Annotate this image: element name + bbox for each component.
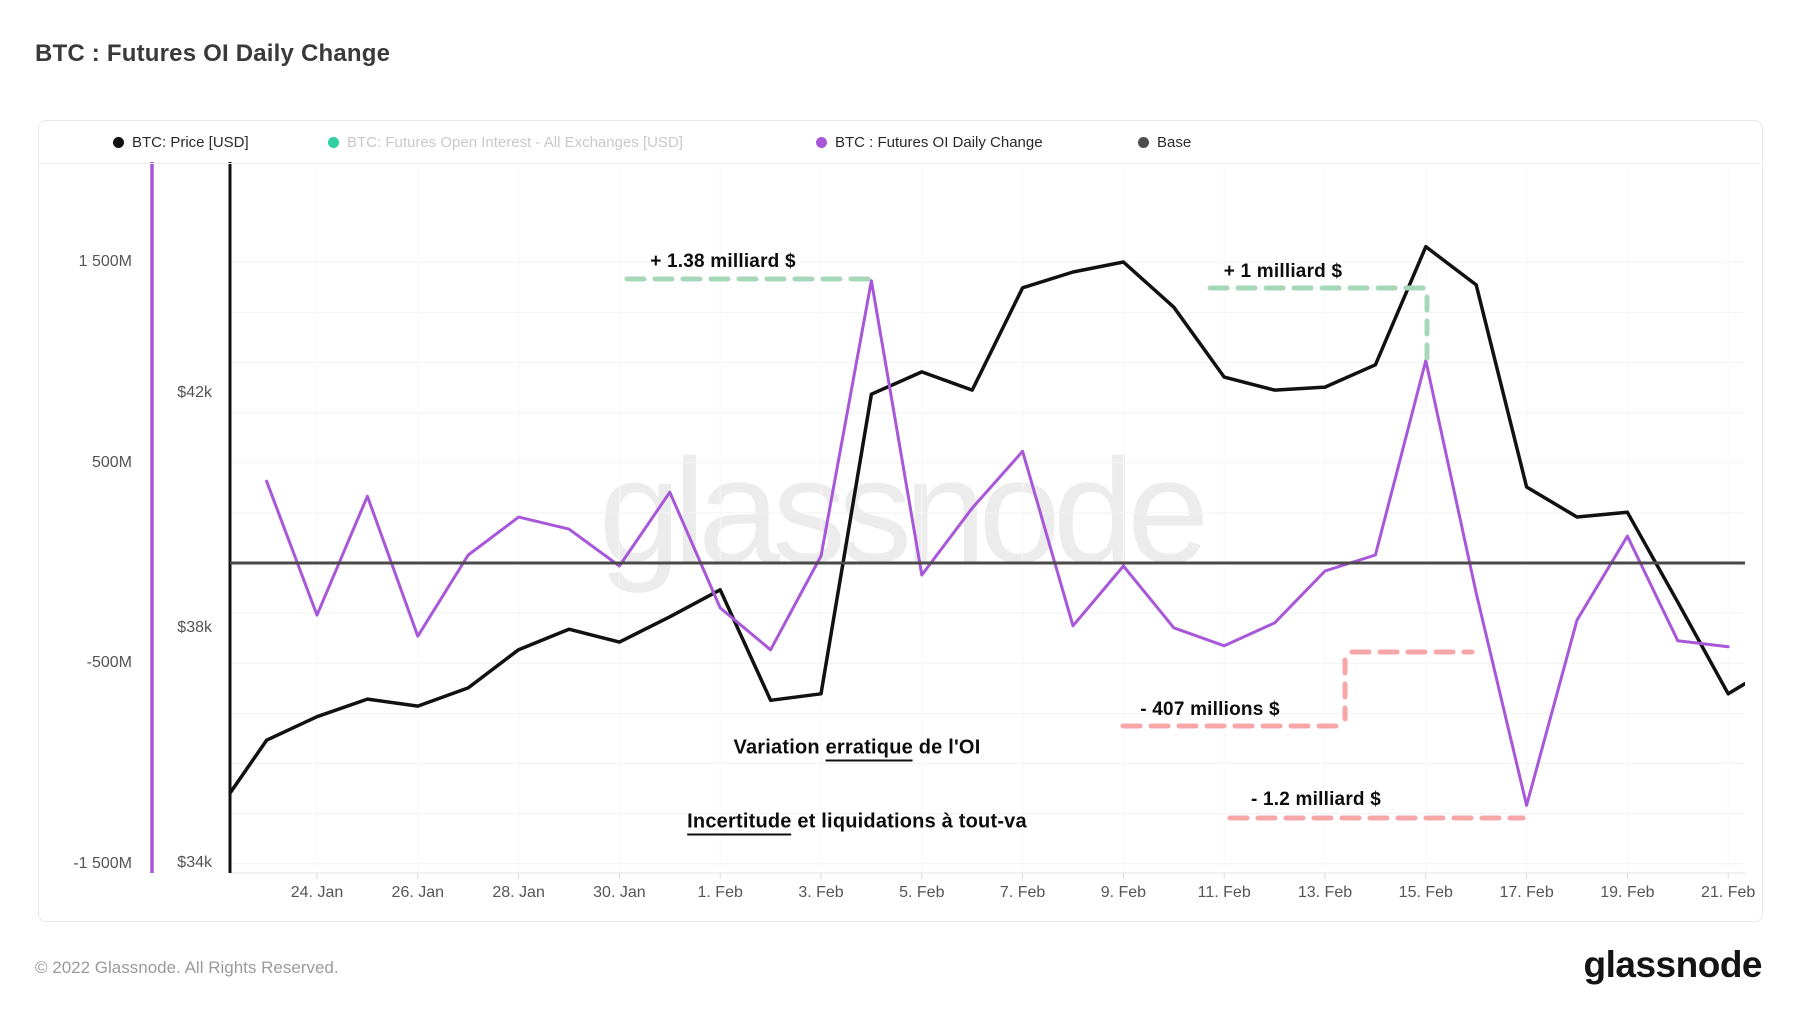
x-tick-label: 5. Feb [899, 884, 945, 901]
chart-card [38, 120, 1763, 922]
price-tick-label: $34k [177, 854, 212, 871]
x-tick-label: 13. Feb [1297, 884, 1353, 901]
x-tick-label: 15. Feb [1398, 884, 1453, 901]
legend-label: BTC : Futures OI Daily Change [835, 133, 1043, 151]
x-tick-label: 7. Feb [999, 884, 1046, 901]
legend-dot-icon [1138, 136, 1149, 148]
series-btc-futures-oi-daily-change [265, 279, 1730, 807]
plus-138-annotation: + 1.38 milliard $ [650, 251, 796, 272]
x-tick-label: 26. Jan [391, 884, 445, 901]
note-incertitude-annotation: Incertitude et liquidations à tout-va [687, 810, 1027, 836]
minus-407-annotation: - 407 millions $ [1140, 699, 1280, 720]
x-tick-label: 11. Feb [1197, 884, 1251, 901]
glassnode-watermark: glassnode [598, 429, 1210, 594]
legend-item-oi-daily-change[interactable]: BTC : Futures OI Daily Change [816, 121, 1043, 163]
price-tick-label: $42k [177, 384, 212, 401]
legend-label: BTC: Price [USD] [132, 133, 249, 151]
x-tick-label: 1. Feb [697, 884, 743, 901]
x-tick-label: 30. Jan [593, 884, 646, 901]
x-tick-label: 17. Feb [1499, 884, 1554, 901]
price-tick-label: $38k [177, 619, 212, 636]
copyright-text: © 2022 Glassnode. All Rights Reserved. [35, 958, 339, 977]
gridlines [230, 163, 1745, 879]
legend-dot-icon [328, 136, 339, 148]
series-btc-price-usd- [230, 244, 1745, 797]
legend-dot-icon [113, 136, 124, 148]
oi-tick-label: 500M [91, 453, 132, 471]
oi-tick-label: -500M [86, 654, 132, 672]
legend-item-open-interest[interactable]: BTC: Futures Open Interest - All Exchang… [328, 121, 683, 163]
legend-label: Base [1157, 133, 1192, 151]
plus-1000-annotation: + 1 milliard $ [1223, 261, 1343, 282]
chart-legend: BTC: Price [USD] BTC: Futures Open Intere… [38, 121, 1761, 164]
minus-1200-annotation: - 1.2 milliard $ [1251, 789, 1381, 810]
page-title: BTC : Futures OI Daily Change [35, 40, 391, 67]
legend-label: BTC: Futures Open Interest - All Exchang… [347, 133, 683, 151]
x-tick-label: 3. Feb [798, 884, 844, 901]
note-erratique-annotation: Variation erratique de l'OI [734, 736, 981, 762]
oi-tick-label: -1 500M [73, 854, 132, 872]
glassnode-logo: glassnode [1583, 944, 1763, 985]
legend-dot-icon [816, 136, 827, 148]
x-tick-label: 19. Feb [1600, 884, 1655, 901]
series-group [230, 244, 1745, 807]
annotation-dashes [624, 276, 1526, 821]
x-tick-label: 24. Jan [290, 884, 344, 901]
x-tick-label: 21. Feb [1701, 884, 1756, 901]
legend-item-price[interactable]: BTC: Price [USD] [113, 121, 249, 163]
x-tick-label: 28. Jan [492, 884, 545, 901]
x-tick-label: 9. Feb [1100, 884, 1147, 901]
oi-tick-label: 1 500M [78, 253, 132, 271]
legend-item-base[interactable]: Base [1138, 121, 1191, 163]
